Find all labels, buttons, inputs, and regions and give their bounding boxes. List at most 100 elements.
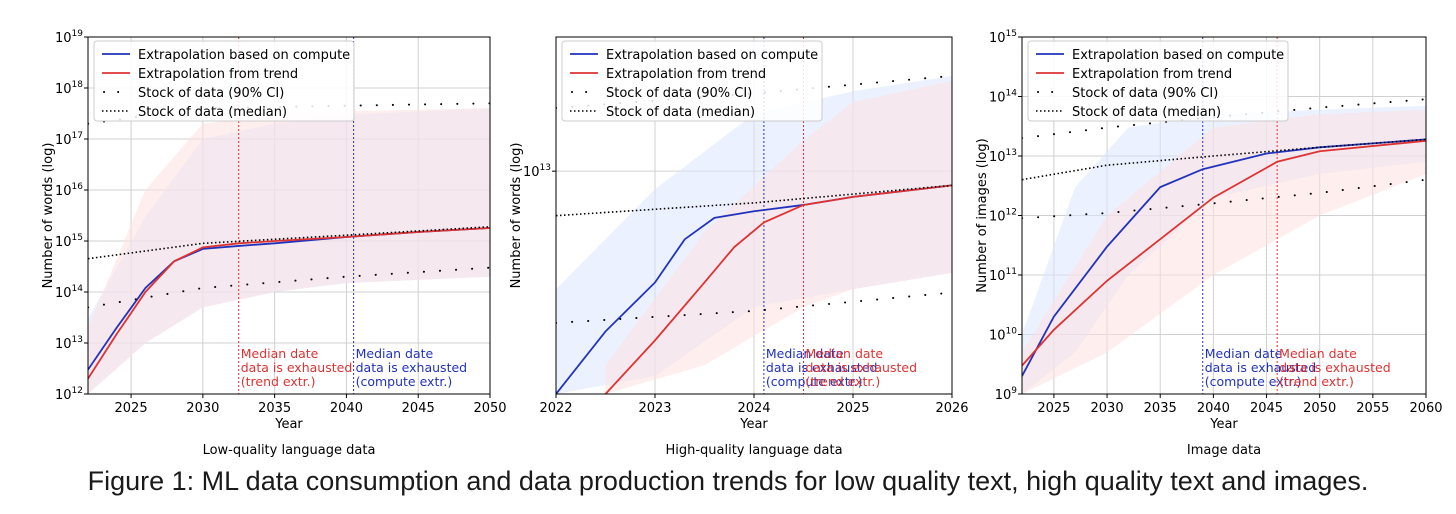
legend-label: Stock of data (90% CI) bbox=[606, 86, 752, 101]
axes-frame bbox=[87, 36, 491, 395]
y-tick-exponent: 13 bbox=[1006, 148, 1017, 158]
legend-label: Stock of data (median) bbox=[138, 105, 287, 120]
y-tick-label: 1015 bbox=[55, 233, 83, 250]
y-tick-exponent: 13 bbox=[72, 335, 83, 345]
y-tick-base: 10 bbox=[55, 82, 72, 97]
trend-uncertainty-band bbox=[605, 80, 952, 394]
stock-median-line bbox=[1022, 138, 1426, 181]
y-tick-exponent: 11 bbox=[1006, 267, 1017, 277]
y-tick-base: 10 bbox=[55, 31, 72, 46]
series-line-2 bbox=[88, 227, 490, 380]
exhaustion-date-label-line: Median date bbox=[806, 346, 884, 361]
figure-caption: Figure 1: ML data consumption and data p… bbox=[87, 466, 1369, 496]
y-tick-label: 109 bbox=[995, 386, 1018, 403]
legend-item: Extrapolation from trend bbox=[570, 67, 766, 82]
exhaustion-date-label-line: Median date bbox=[766, 346, 844, 361]
y-tick-exponent: 14 bbox=[72, 284, 84, 294]
exhaustion-date-label-line: Median date bbox=[1279, 346, 1357, 361]
compute-uncertainty-band bbox=[1022, 105, 1426, 394]
exhaustion-date-label-line: data is exhausted bbox=[1205, 360, 1317, 375]
y-tick-label: 1013 bbox=[989, 148, 1017, 165]
y-tick-base: 10 bbox=[55, 133, 72, 148]
legend-label: Extrapolation based on compute bbox=[1072, 48, 1284, 63]
y-tick-exponent: 19 bbox=[72, 29, 84, 39]
y-tick-base: 10 bbox=[55, 388, 72, 403]
figure-panels: Median date data is exhausted (trend extr.… bbox=[41, 29, 1443, 458]
y-tick-label: 1013 bbox=[55, 335, 83, 352]
legend-item: Stock of data (median) bbox=[570, 105, 755, 120]
y-tick-base: 10 bbox=[989, 269, 1006, 284]
y-axis-label: Number of words (log) bbox=[509, 143, 524, 289]
exhaustion-date-label-line: data is exhausted bbox=[1279, 360, 1391, 375]
x-tick-label: 2050 bbox=[1303, 401, 1336, 416]
legend-item: Extrapolation based on compute bbox=[570, 48, 818, 63]
legend-label: Stock of data (90% CI) bbox=[1072, 86, 1218, 101]
y-tick-base: 10 bbox=[55, 337, 72, 352]
x-tick-label: 2025 bbox=[1037, 401, 1070, 416]
trend-uncertainty-band bbox=[88, 108, 490, 394]
legend-label: Extrapolation from trend bbox=[138, 67, 298, 82]
x-tick-label: 2030 bbox=[1091, 401, 1124, 416]
x-tick-label: 2026 bbox=[935, 401, 968, 416]
y-tick-exponent: 14 bbox=[1006, 89, 1018, 99]
y-tick-base: 10 bbox=[523, 165, 540, 180]
x-axis-label: Year bbox=[274, 417, 303, 432]
y-tick-base: 10 bbox=[989, 210, 1006, 225]
exhaustion-date-label: Median date data is exhausted (compute ext… bbox=[766, 346, 878, 389]
legend-label: Extrapolation based on compute bbox=[606, 48, 818, 63]
exhaustion-date-label-line: data is exhausted bbox=[806, 360, 918, 375]
legend-item: Stock of data (median) bbox=[1036, 105, 1221, 120]
y-axis-label: Number of images (log) bbox=[975, 138, 990, 292]
legend-item: Stock of data (90% CI) bbox=[103, 86, 284, 101]
chart-title: Low-quality language data bbox=[203, 443, 376, 458]
y-tick-exponent: 12 bbox=[72, 386, 83, 396]
legend-label: Extrapolation from trend bbox=[1072, 67, 1232, 82]
legend-item: Extrapolation from trend bbox=[1036, 67, 1232, 82]
y-tick-exponent: 12 bbox=[1006, 208, 1017, 218]
legend: Extrapolation based on compute Extrapolat… bbox=[93, 40, 355, 122]
x-axis-label: Year bbox=[1209, 417, 1238, 432]
y-tick-base: 10 bbox=[989, 91, 1006, 106]
exhaustion-date-label-line: Median date bbox=[356, 346, 434, 361]
y-tick-exponent: 15 bbox=[72, 233, 83, 243]
x-tick-label: 2035 bbox=[1144, 401, 1177, 416]
y-tick-base: 10 bbox=[55, 286, 72, 301]
x-tick-label: 2022 bbox=[539, 401, 572, 416]
y-tick-label: 1012 bbox=[989, 208, 1017, 225]
legend: Extrapolation based on compute Extrapolat… bbox=[1027, 40, 1289, 122]
legend-label: Stock of data (median) bbox=[1072, 105, 1221, 120]
exhaustion-date-label-line: Median date bbox=[241, 346, 319, 361]
exhaustion-date-label: Median date data is exhausted (trend extr.… bbox=[241, 346, 353, 389]
y-tick-base: 10 bbox=[55, 235, 72, 250]
legend-box bbox=[1027, 40, 1289, 122]
x-tick-label: 2024 bbox=[737, 401, 770, 416]
y-tick-exponent: 13 bbox=[540, 163, 551, 173]
series-line-2 bbox=[1022, 139, 1426, 367]
y-tick-label: 1019 bbox=[55, 29, 83, 46]
legend-box bbox=[561, 40, 823, 122]
exhaustion-date-label-line: data is exhausted bbox=[241, 360, 353, 375]
y-tick-exponent: 10 bbox=[1006, 327, 1018, 337]
chart-panel-1: Median date data is exhausted (trend extr.… bbox=[41, 29, 507, 458]
y-tick-exponent: 17 bbox=[72, 131, 83, 141]
x-tick-label: 2035 bbox=[258, 401, 291, 416]
legend-label: Extrapolation based on compute bbox=[138, 48, 350, 63]
exhaustion-date-label: Median date data is exhausted (compute ext… bbox=[1205, 346, 1317, 389]
exhaustion-date-label: Median date data is exhausted (trend extr.… bbox=[1279, 346, 1391, 389]
legend-item: Extrapolation based on compute bbox=[1036, 48, 1284, 63]
legend-item: Stock of data (median) bbox=[102, 105, 287, 120]
exhaustion-date-label-line: (compute extr.) bbox=[1205, 374, 1302, 389]
x-tick-label: 2040 bbox=[330, 401, 363, 416]
y-tick-exponent: 18 bbox=[72, 80, 84, 90]
y-tick-label: 1014 bbox=[55, 284, 83, 301]
y-tick-exponent: 15 bbox=[1006, 29, 1017, 39]
exhaustion-date-label-line: (compute extr.) bbox=[766, 374, 863, 389]
chart-title: Image data bbox=[1187, 443, 1261, 458]
plot-area bbox=[88, 37, 490, 394]
exhaustion-date-label-line: (trend extr.) bbox=[1279, 374, 1354, 389]
exhaustion-date-label-line: data is exhausted bbox=[356, 360, 468, 375]
x-tick-label: 2060 bbox=[1409, 401, 1442, 416]
legend-item: Extrapolation from trend bbox=[102, 67, 298, 82]
exhaustion-date-label-line: data is exhausted bbox=[766, 360, 878, 375]
exhaustion-date-label-line: Median date bbox=[1205, 346, 1283, 361]
